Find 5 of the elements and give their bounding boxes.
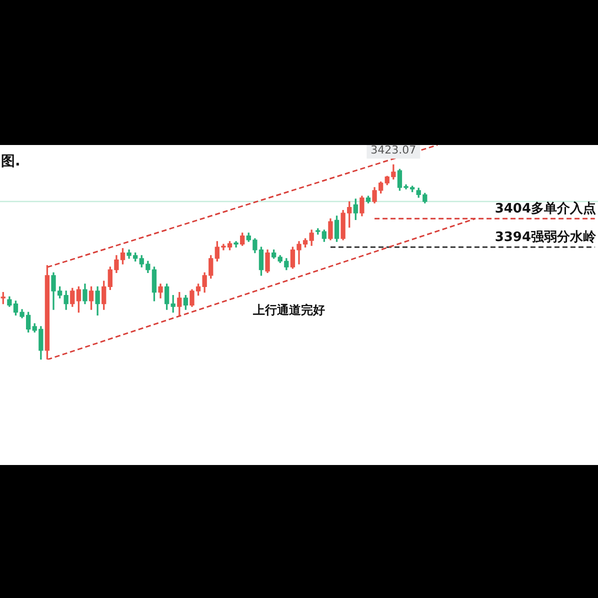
annotation: 3423.07	[370, 144, 416, 157]
annotation: 图.	[1, 154, 20, 170]
series-label: 3394强弱分水岭	[494, 230, 597, 246]
series-label: 3404多单介入点	[494, 200, 596, 217]
annotation: 上行通道完好	[252, 303, 325, 318]
